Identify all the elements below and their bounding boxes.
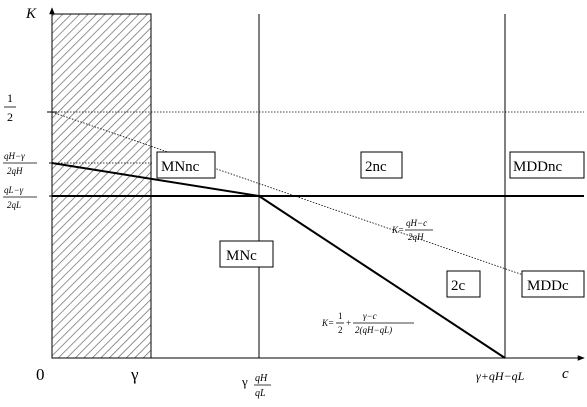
svg-text:γ: γ <box>241 374 248 389</box>
svg-text:qL−γ: qL−γ <box>4 185 24 195</box>
region-2c: 2c <box>451 278 466 294</box>
hatched-region <box>52 14 151 358</box>
svg-text:K=: K= <box>321 318 334 328</box>
svg-text:2: 2 <box>7 110 13 124</box>
x-label-gamma: γ <box>130 365 139 384</box>
x-axis-label: c <box>562 366 569 382</box>
svg-text:1: 1 <box>338 311 343 321</box>
origin-label: 0 <box>36 365 45 384</box>
svg-text:2qH: 2qH <box>408 232 424 242</box>
svg-text:+: + <box>346 318 351 328</box>
svg-text:1: 1 <box>7 91 13 105</box>
svg-text:qL: qL <box>255 388 266 399</box>
svg-text:qH−c: qH−c <box>406 218 427 228</box>
region-mnc: MNc <box>226 248 257 264</box>
svg-text:qH−γ: qH−γ <box>4 151 25 161</box>
svg-text:qH: qH <box>255 373 268 384</box>
region-2nc: 2nc <box>365 159 387 175</box>
region-mnnc: MNnc <box>161 159 200 175</box>
region-mddnc: MDDnc <box>513 159 563 175</box>
svg-text:2: 2 <box>338 325 343 335</box>
svg-text:K=: K= <box>391 225 404 235</box>
svg-text:2qL: 2qL <box>7 200 21 210</box>
svg-text:2qH: 2qH <box>7 166 23 176</box>
y-label-ql: qL−γ 2qL <box>3 185 37 210</box>
svg-text:2(qH−qL): 2(qH−qL) <box>355 325 392 335</box>
formula-solid-line: K= 1 2 + γ−c 2(qH−qL) <box>321 311 414 335</box>
formula-dotted-line: K= qH−c 2qH <box>391 218 433 242</box>
x-label-gamma-plus: γ+qH−qL <box>476 369 525 383</box>
svg-text:γ−c: γ−c <box>363 311 377 321</box>
y-label-half: 1 2 <box>4 91 16 124</box>
x-label-gamma-ratio: γ qH qL <box>241 373 271 399</box>
region-mddc: MDDc <box>527 278 569 294</box>
y-label-qh: qH−γ 2qH <box>3 151 37 176</box>
y-axis-label: K <box>25 6 37 22</box>
